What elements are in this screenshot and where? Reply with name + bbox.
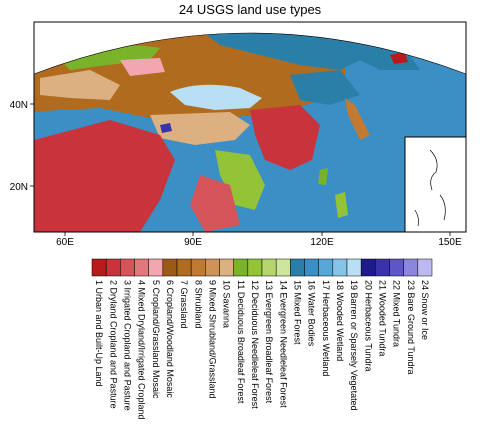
lon-tick-label: 60E (56, 237, 74, 248)
land-region-japan (345, 98, 370, 140)
legend-label: 22 Mixed Tundra (392, 280, 402, 347)
legend-label: 13 Evergreen Broadleaf Forest (264, 280, 274, 404)
legend-swatch (332, 258, 348, 277)
legend-label: 11 Deciduous Broadleaf Forest (236, 280, 246, 404)
legend-swatch (318, 258, 334, 277)
legend-label: 9 Mixed Shrubland/Grassland (207, 280, 217, 399)
land-region-barren-desert (170, 84, 262, 110)
legend-swatch (417, 258, 433, 277)
map-frame (33, 21, 467, 233)
legend-label: 7 Grassland (179, 280, 189, 329)
legend-label: 2 Dryland Cropland and Pasture (108, 280, 118, 409)
legend-swatch (261, 258, 277, 277)
legend-label: 17 Herbaceous Wetland (321, 280, 331, 376)
land-region-cropland-east-china (250, 105, 320, 170)
legend-label: 14 Evergreen Needleleaf Forest (278, 280, 288, 408)
legend-swatch (389, 258, 404, 277)
legend-label: 20 Herbaceous Tundra (363, 280, 373, 372)
legend-label: 1 Urban and Built-Up Land (94, 280, 104, 387)
legend-label: 16 Water Bodies (307, 280, 317, 347)
legend-label: 6 Cropland/Woodland Mosaic (165, 280, 175, 398)
land-region-plateau (150, 112, 250, 145)
land-region-forest-southeast-asia (215, 150, 265, 210)
legend-label: 24 Snow or Ice (420, 280, 430, 340)
legend-label: 15 Mixed Forest (292, 280, 302, 345)
map-title: 24 USGS land use types (178, 2, 322, 17)
legend-swatch (91, 258, 107, 277)
land-region-taiwan (318, 168, 328, 185)
land-region-cropland-south-asia (34, 120, 175, 232)
legend-swatch (120, 258, 135, 277)
legend-swatch (205, 258, 220, 277)
lon-tick-label: 120E (310, 237, 334, 248)
land-region-cropland-indochina (190, 175, 240, 232)
legend-swatch (233, 258, 249, 277)
legend-swatch (346, 258, 362, 277)
legend-label: 23 Bare Ground Tundra (406, 280, 416, 375)
land-region-cropland-mosaic (120, 58, 165, 76)
legend-label: 4 Mixed Dryland/Irrigated Cropland (137, 280, 147, 420)
inset-map (404, 136, 467, 233)
land-region-forest-northeast (290, 70, 360, 105)
legend-swatch (275, 258, 291, 277)
legend-swatch (304, 258, 319, 277)
legend-label: 8 Shrubland (193, 280, 203, 329)
land-region-forest-northwest (60, 45, 160, 70)
legend-swatch (403, 258, 419, 277)
projection-top-edge (33, 32, 467, 75)
legend-label: 3 Irrigated Cropland and Pasture (122, 280, 132, 411)
land-region-philippines (335, 192, 348, 218)
legend-swatch (375, 258, 390, 277)
legend-swatch (190, 258, 206, 277)
legend-label: 12 Deciduous Needleleaf Forest (250, 280, 260, 409)
land-region-savanna-west (40, 70, 120, 100)
lat-tick-label: 20N (10, 182, 28, 193)
legend-label: 5 Cropland/Grassland Mosaic (151, 280, 161, 399)
legend-label: 18 Wooded Wetland (335, 280, 345, 361)
land-use-legend: 1 Urban and Built-Up Land 2 Dryland Cropl… (91, 258, 433, 420)
legend-swatch (148, 258, 164, 277)
legend-swatch (105, 258, 121, 277)
legend-label: 19 Barren or Sparsely Vegetated (349, 280, 359, 411)
land-region-tundra-patch (160, 123, 172, 133)
legend-swatch (134, 258, 149, 277)
legend-label: 21 Wooded Tundra (377, 280, 387, 356)
legend-swatch (360, 258, 376, 277)
lon-tick-label: 150E (438, 237, 462, 248)
legend-swatch (247, 258, 263, 277)
lat-tick-label: 40N (10, 100, 28, 111)
land-region-urban-patch (390, 52, 408, 64)
lon-tick-label: 90E (184, 237, 202, 248)
legend-swatch (162, 258, 178, 277)
legend-label: 10 Savanna (222, 280, 232, 328)
legend-swatch (176, 258, 192, 277)
legend-swatch (290, 258, 305, 277)
legend-swatch (219, 258, 234, 277)
map-content (34, 33, 466, 232)
axis-ticks (30, 103, 451, 236)
